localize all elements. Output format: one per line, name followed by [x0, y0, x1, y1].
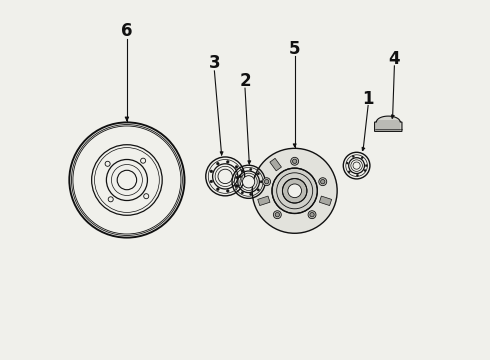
Circle shape	[263, 178, 270, 186]
Circle shape	[236, 185, 238, 187]
Circle shape	[241, 170, 244, 172]
Text: 6: 6	[121, 22, 133, 40]
Circle shape	[282, 179, 307, 203]
Circle shape	[249, 193, 252, 195]
Circle shape	[218, 169, 232, 184]
Circle shape	[239, 175, 242, 178]
Circle shape	[210, 180, 213, 183]
Circle shape	[293, 159, 297, 163]
Circle shape	[272, 168, 318, 213]
Circle shape	[310, 212, 314, 217]
Circle shape	[241, 192, 244, 194]
Circle shape	[249, 168, 252, 171]
Circle shape	[364, 170, 366, 171]
Circle shape	[260, 181, 262, 183]
Polygon shape	[258, 196, 270, 206]
Circle shape	[243, 176, 255, 188]
Circle shape	[319, 178, 327, 186]
Circle shape	[117, 170, 137, 190]
Circle shape	[141, 158, 146, 163]
Polygon shape	[374, 116, 402, 131]
Circle shape	[273, 211, 281, 219]
Circle shape	[236, 176, 238, 179]
Circle shape	[288, 184, 301, 198]
Circle shape	[352, 156, 354, 157]
Circle shape	[320, 180, 325, 184]
Circle shape	[210, 170, 213, 173]
Circle shape	[144, 194, 149, 199]
Circle shape	[235, 185, 238, 187]
Polygon shape	[270, 158, 281, 171]
Text: 4: 4	[389, 50, 400, 68]
Polygon shape	[319, 196, 332, 206]
Circle shape	[353, 162, 360, 169]
Circle shape	[105, 161, 110, 166]
Circle shape	[217, 162, 219, 165]
Circle shape	[346, 162, 348, 164]
Circle shape	[217, 188, 219, 190]
Circle shape	[361, 157, 363, 159]
Circle shape	[356, 174, 359, 176]
Text: 5: 5	[289, 40, 300, 58]
Circle shape	[252, 148, 337, 233]
Circle shape	[257, 189, 259, 191]
Circle shape	[291, 157, 298, 165]
Circle shape	[226, 190, 229, 192]
Circle shape	[265, 180, 269, 184]
Circle shape	[348, 171, 350, 173]
Circle shape	[308, 211, 316, 219]
Circle shape	[108, 197, 113, 202]
Circle shape	[366, 165, 368, 167]
Text: 2: 2	[239, 72, 251, 90]
Circle shape	[235, 166, 238, 168]
Circle shape	[226, 161, 229, 163]
Text: 1: 1	[363, 90, 374, 108]
Circle shape	[257, 172, 259, 175]
Circle shape	[275, 212, 279, 217]
Text: 3: 3	[209, 54, 220, 72]
